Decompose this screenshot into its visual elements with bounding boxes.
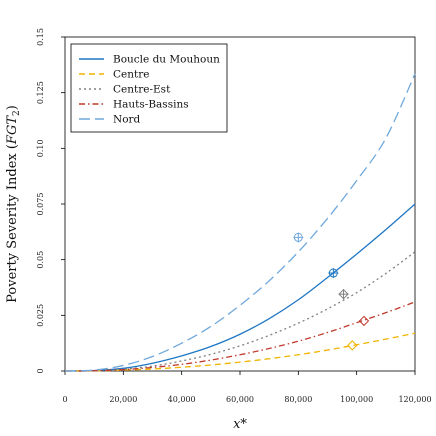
marker-boucle-du-mouhoun xyxy=(328,268,339,279)
marker-layer xyxy=(293,232,370,351)
y-tick-label: 0.05 xyxy=(36,251,45,269)
y-tick-label: 0.10 xyxy=(36,139,45,157)
x-axis-title: x* xyxy=(233,417,247,432)
y-tick-label: 0.125 xyxy=(36,81,45,104)
series-line-hauts-bassins xyxy=(64,301,416,372)
marker-hauts-bassins xyxy=(358,315,370,327)
x-tick-label: 100,000 xyxy=(340,395,373,404)
legend: Boucle du Mouhoun Centre Centre-Est Hauts-B… xyxy=(70,43,228,133)
x-tick-label: 120,000 xyxy=(398,395,431,404)
y-tick-label: 0.025 xyxy=(36,304,45,327)
x-tick-label: 60,000 xyxy=(226,395,254,404)
series-line-centre xyxy=(64,332,416,372)
series-line-nord xyxy=(64,73,416,372)
y-axis-title: Poverty Severity Index (FGT2) xyxy=(5,105,22,303)
x-tick-label: 20,000 xyxy=(109,395,137,404)
y-tick-label: 0.15 xyxy=(36,28,45,46)
x-tick-label: 80,000 xyxy=(284,395,312,404)
y-tick-label: 0.075 xyxy=(36,193,45,216)
legend-label-nord: Nord xyxy=(113,114,141,126)
marker-centre xyxy=(347,340,358,351)
marker-nord xyxy=(293,232,304,243)
series-line-boucle-du-mouhoun xyxy=(64,203,416,372)
legend-label-centre: Centre xyxy=(113,69,149,81)
legend-label-boucle-du-mouhoun: Boucle du Mouhoun xyxy=(113,54,220,66)
marker-centre-est xyxy=(338,288,349,300)
y-axis: 0 0.025 0.05 0.075 0.10 0.125 0.15 xyxy=(36,28,65,374)
x-tick-label: 0 xyxy=(62,395,67,404)
legend-label-hauts-bassins: Hauts-Bassins xyxy=(113,99,189,111)
legend-label-centre-est: Centre-Est xyxy=(113,84,171,96)
x-axis: 0 20,000 40,000 60,000 80,000 100,000 120,000 xyxy=(62,371,432,404)
y-tick-label: 0 xyxy=(36,368,45,373)
x-tick-label: 40,000 xyxy=(168,395,196,404)
series-line-centre-est xyxy=(64,251,416,372)
